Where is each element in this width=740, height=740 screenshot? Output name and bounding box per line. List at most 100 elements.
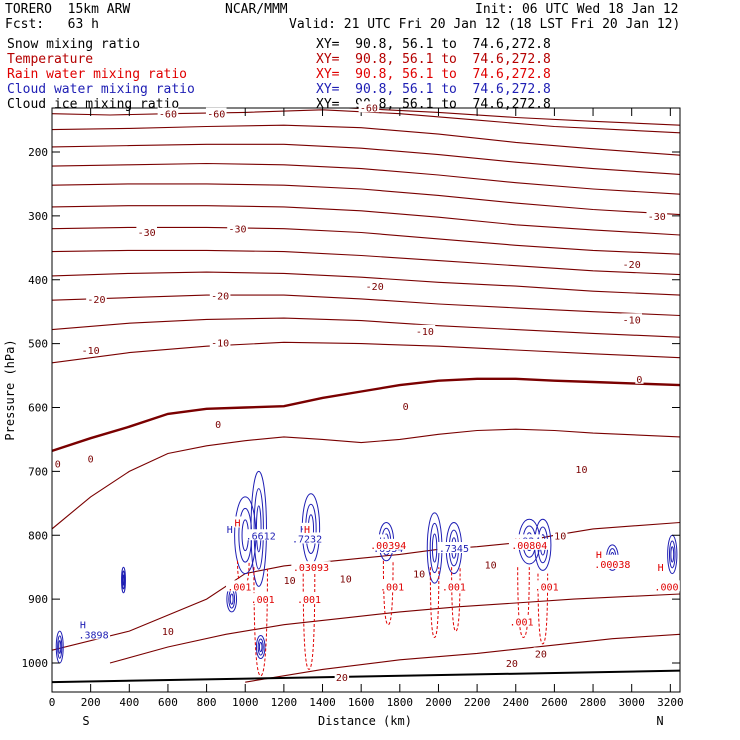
temperature-isotherms [52, 108, 680, 683]
isotherm-label-bg [635, 372, 644, 384]
cloud-water-contour [121, 570, 126, 590]
cloud-water-label: .7232 [292, 534, 322, 545]
x-tick-label: 200 [81, 696, 101, 709]
cloud-water-contour [670, 546, 675, 563]
cloud-water-contour [257, 638, 264, 656]
cloud-water-label: .3898 [78, 630, 108, 641]
x-tick-label: 2800 [580, 696, 607, 709]
isotherm-label-bg [282, 573, 297, 585]
isotherm-label: -60 [207, 110, 225, 121]
rain-label: .001 [442, 582, 466, 593]
isotherm-20 [245, 633, 680, 683]
x-tick-label: 0 [49, 696, 56, 709]
isotherm-label-bg [574, 462, 589, 474]
isotherm-label-bg [214, 418, 223, 430]
field-cloud-water: Cloud water mixing ratio [7, 82, 195, 97]
isotherm-label: 0 [215, 420, 221, 431]
terrain-line [51, 669, 681, 684]
rain-label: .001 [510, 617, 534, 628]
isotherm-label-bg [86, 452, 95, 464]
isotherm-label: 10 [162, 627, 174, 638]
isotherm-label: 10 [485, 561, 497, 572]
x-tick-label: 2400 [503, 696, 530, 709]
isotherm-minus-20 [52, 271, 680, 296]
isotherm-minus-25 [52, 249, 680, 276]
cloud-water-label: H [80, 621, 86, 632]
cloud-water-label-bg [437, 542, 471, 554]
isotherm-label-bg [160, 625, 176, 637]
isotherm-5 [52, 428, 680, 530]
rain-label: .00394 [370, 541, 406, 552]
isotherm-label-bg [334, 671, 350, 683]
center-title: NCAR/MMM [225, 2, 288, 17]
x-tick-label: 800 [197, 696, 217, 709]
x-tick-label: 1000 [232, 696, 259, 709]
rain-label-bg [302, 522, 312, 534]
x-tick-label: 2200 [464, 696, 491, 709]
y-tick-label: 400 [28, 274, 48, 287]
north-label: N [656, 714, 663, 728]
isotherm-label: 20 [506, 659, 518, 670]
rain-label: .001 [227, 582, 251, 593]
isotherm-label-bg [483, 558, 498, 570]
rain-contour [451, 567, 461, 632]
valid-time: Valid: 21 UTC Fri 20 Jan 12 (18 LST Fri … [289, 17, 681, 32]
isotherm-label: -10 [211, 338, 229, 349]
isotherm-label: 10 [340, 575, 352, 586]
y-tick-label: 700 [28, 465, 48, 478]
rain-label-bg [378, 580, 406, 592]
rain-label: H [596, 550, 602, 561]
rain-label-bg [508, 615, 535, 627]
x-tick-label: 3000 [618, 696, 645, 709]
isotherm-label: 0 [88, 455, 94, 466]
x-axis-ticks: 0 200 400 600 800 1000 1200 1400 1600 1800 2000 220… [49, 108, 684, 709]
isotherm-label-bg [533, 647, 549, 659]
cloud-water-contour [668, 540, 676, 569]
field-temperature: Temperature [7, 52, 94, 67]
isotherm-label: -30 [648, 212, 666, 223]
isotherm-label-bg [86, 292, 107, 304]
rain-label: .001 [251, 595, 275, 606]
field-rain: Rain water mixing ratio [7, 67, 188, 82]
isotherm-label: -20 [623, 260, 641, 271]
rain-contours [237, 560, 549, 677]
rain-label: H [304, 525, 310, 536]
isotherm-label-bg [646, 209, 668, 221]
y-tick-label: 900 [28, 593, 48, 606]
x-tick-label: 1200 [271, 696, 298, 709]
isotherm-label-bg [157, 107, 179, 119]
rain-label-bg [440, 580, 468, 592]
rain-label-bg [533, 580, 561, 592]
isotherm-label: 10 [413, 570, 425, 581]
cloud-water-label-bg [290, 532, 324, 544]
xy-line-snow: XY= 90.8, 56.1 to 74.6,272.8 [316, 37, 551, 52]
x-tick-label: 2600 [541, 696, 568, 709]
cloud-water-contour [431, 533, 438, 563]
isotherm-label: 10 [284, 576, 296, 587]
rain-label-bg [295, 593, 323, 605]
rain-label: H [234, 518, 240, 529]
x-tick-label: 600 [158, 696, 178, 709]
isotherm-label-bg [414, 324, 436, 336]
isotherm-label: 0 [636, 375, 642, 386]
rain-label-bg [291, 561, 331, 573]
isotherm-label-bg [621, 257, 642, 269]
cloud-water-contour [122, 574, 125, 586]
isotherm-label-bg [621, 313, 642, 325]
x-tick-label: 1800 [387, 696, 414, 709]
y-tick-label: 600 [28, 402, 48, 415]
rain-label-bg [233, 516, 242, 528]
cloud-water-contour [57, 635, 63, 659]
rain-label: .00804 [511, 541, 547, 552]
x-tick-label: 400 [119, 696, 139, 709]
cloud-water-label-bg [244, 529, 278, 541]
isotherm-label: -10 [82, 346, 100, 357]
isotherm-label-bg [552, 529, 568, 541]
cloud-water-contour [121, 566, 126, 594]
x-tick-label: 2000 [425, 696, 452, 709]
contour-labels: -60 -60 -60 -30 -30 -30 -20 -20 -20 -20 -10 -10 -10 -… [53, 101, 680, 684]
isotherm-label: 20 [336, 673, 348, 684]
rain-label: .001 [297, 595, 321, 606]
